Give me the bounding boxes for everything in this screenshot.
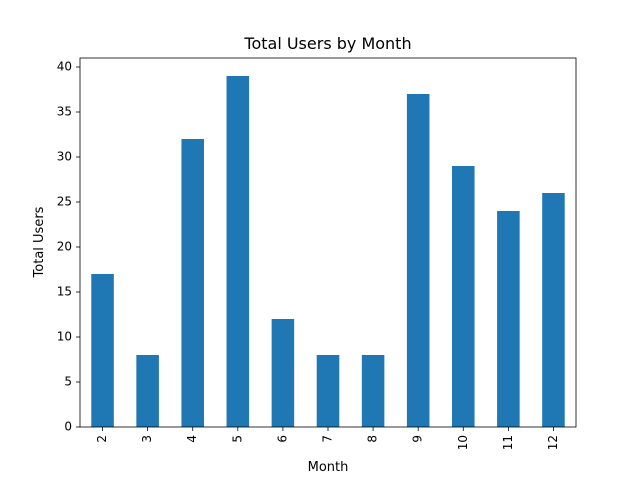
x-tick-label: 3 xyxy=(140,435,154,443)
bar-month-4 xyxy=(181,139,204,427)
chart-title: Total Users by Month xyxy=(243,34,411,53)
x-tick-label: 12 xyxy=(546,435,560,450)
x-tick-label: 7 xyxy=(321,435,335,443)
bar-month-6 xyxy=(271,319,295,427)
x-tick-label: 2 xyxy=(95,435,109,443)
y-tick-label: 0 xyxy=(64,420,72,434)
y-axis-ticks: 0 5 10 15 20 25 30 35 40 xyxy=(57,60,80,434)
y-tick-label: 35 xyxy=(57,105,72,119)
x-tick-label: 6 xyxy=(275,435,289,443)
x-axis-label: Month xyxy=(308,460,349,475)
bar-month-5 xyxy=(226,76,250,427)
y-tick-label: 40 xyxy=(57,60,72,74)
y-tick-label: 30 xyxy=(57,150,72,164)
x-axis-ticks: 2 3 4 5 6 7 8 9 10 11 12 xyxy=(95,427,560,450)
bar-month-3 xyxy=(136,355,159,427)
x-tick-label: 9 xyxy=(411,435,425,443)
bar-month-9 xyxy=(406,94,430,427)
y-tick-label: 25 xyxy=(57,195,72,209)
bar-month-12 xyxy=(542,193,565,427)
bar-month-11 xyxy=(497,211,520,427)
x-tick-label: 4 xyxy=(185,435,199,443)
x-tick-label: 10 xyxy=(456,435,470,450)
bar-month-2 xyxy=(91,274,114,427)
y-tick-label: 5 xyxy=(64,375,72,389)
y-tick-label: 10 xyxy=(57,330,72,344)
bar-month-10 xyxy=(452,166,475,427)
x-tick-label: 8 xyxy=(366,435,380,443)
y-tick-label: 20 xyxy=(57,240,72,254)
y-tick-label: 15 xyxy=(57,285,72,299)
plot-frame xyxy=(79,57,577,428)
y-axis-label: Total Users xyxy=(32,206,47,278)
bars-group xyxy=(91,76,565,427)
bar-month-8 xyxy=(361,355,385,427)
x-tick-label: 11 xyxy=(501,435,515,450)
bar-month-7 xyxy=(316,355,340,427)
x-tick-label: 5 xyxy=(230,435,244,443)
